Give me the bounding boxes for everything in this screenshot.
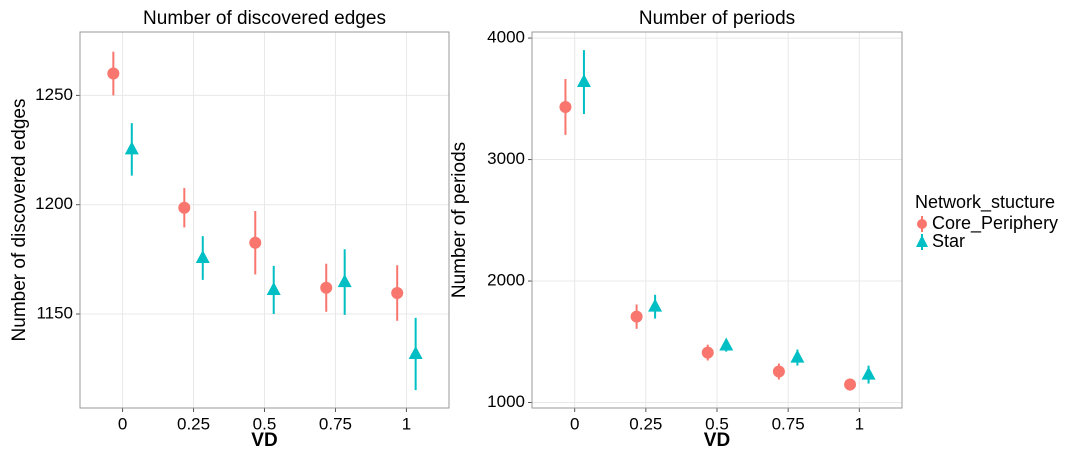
- marker: [320, 281, 333, 294]
- y-tick-label: 1250: [35, 85, 73, 104]
- x-tick-label: 0.75: [772, 414, 805, 433]
- marker: [790, 349, 805, 363]
- chart-title: Number of discovered edges: [143, 8, 386, 29]
- plot-border: [79, 31, 450, 409]
- marker: [861, 366, 876, 380]
- marker: [559, 100, 572, 113]
- x-tick-label: 0: [118, 414, 127, 433]
- legend-title: Network_stucture: [915, 192, 1055, 213]
- legend-key: [917, 219, 927, 229]
- x-tick-label: 0.25: [629, 414, 662, 433]
- marker: [195, 250, 210, 264]
- y-tick-label: 1200: [35, 194, 73, 213]
- y-tick-label: 1000: [487, 392, 525, 411]
- chart-title: Number of periods: [639, 8, 795, 29]
- legend-label: Core_Periphery: [932, 213, 1058, 234]
- marker: [408, 346, 423, 360]
- marker: [630, 310, 643, 323]
- marker: [178, 201, 191, 214]
- x-axis-label: VD: [704, 430, 730, 451]
- y-axis-label: Number of discovered edges: [9, 99, 30, 342]
- marker: [719, 337, 734, 351]
- marker: [124, 141, 139, 155]
- marker: [391, 287, 404, 300]
- plot-border: [531, 31, 903, 409]
- x-tick-label: 1: [855, 414, 864, 433]
- y-axis-label: Number of periods: [449, 142, 470, 298]
- y-tick-label: 3000: [487, 149, 525, 168]
- marker: [648, 298, 663, 312]
- marker: [249, 236, 262, 249]
- marker: [107, 67, 120, 80]
- marker: [844, 378, 857, 391]
- x-tick-label: 0.5: [253, 414, 277, 433]
- marker: [772, 365, 785, 378]
- x-tick-label: 0: [570, 414, 579, 433]
- y-tick-label: 1150: [36, 303, 73, 322]
- marker: [337, 274, 352, 288]
- x-tick-label: 0.25: [177, 414, 210, 433]
- x-tick-label: 0.75: [319, 414, 352, 433]
- y-tick-label: 4000: [487, 28, 525, 47]
- legend-label: Star: [932, 231, 965, 251]
- marker: [576, 74, 591, 88]
- x-tick-label: 0.5: [705, 414, 729, 433]
- x-tick-label: 1: [402, 414, 411, 433]
- marker: [266, 281, 281, 295]
- legend-key: [916, 235, 928, 247]
- x-axis-label: VD: [251, 430, 277, 451]
- marker: [701, 346, 714, 359]
- y-tick-label: 2000: [487, 271, 525, 290]
